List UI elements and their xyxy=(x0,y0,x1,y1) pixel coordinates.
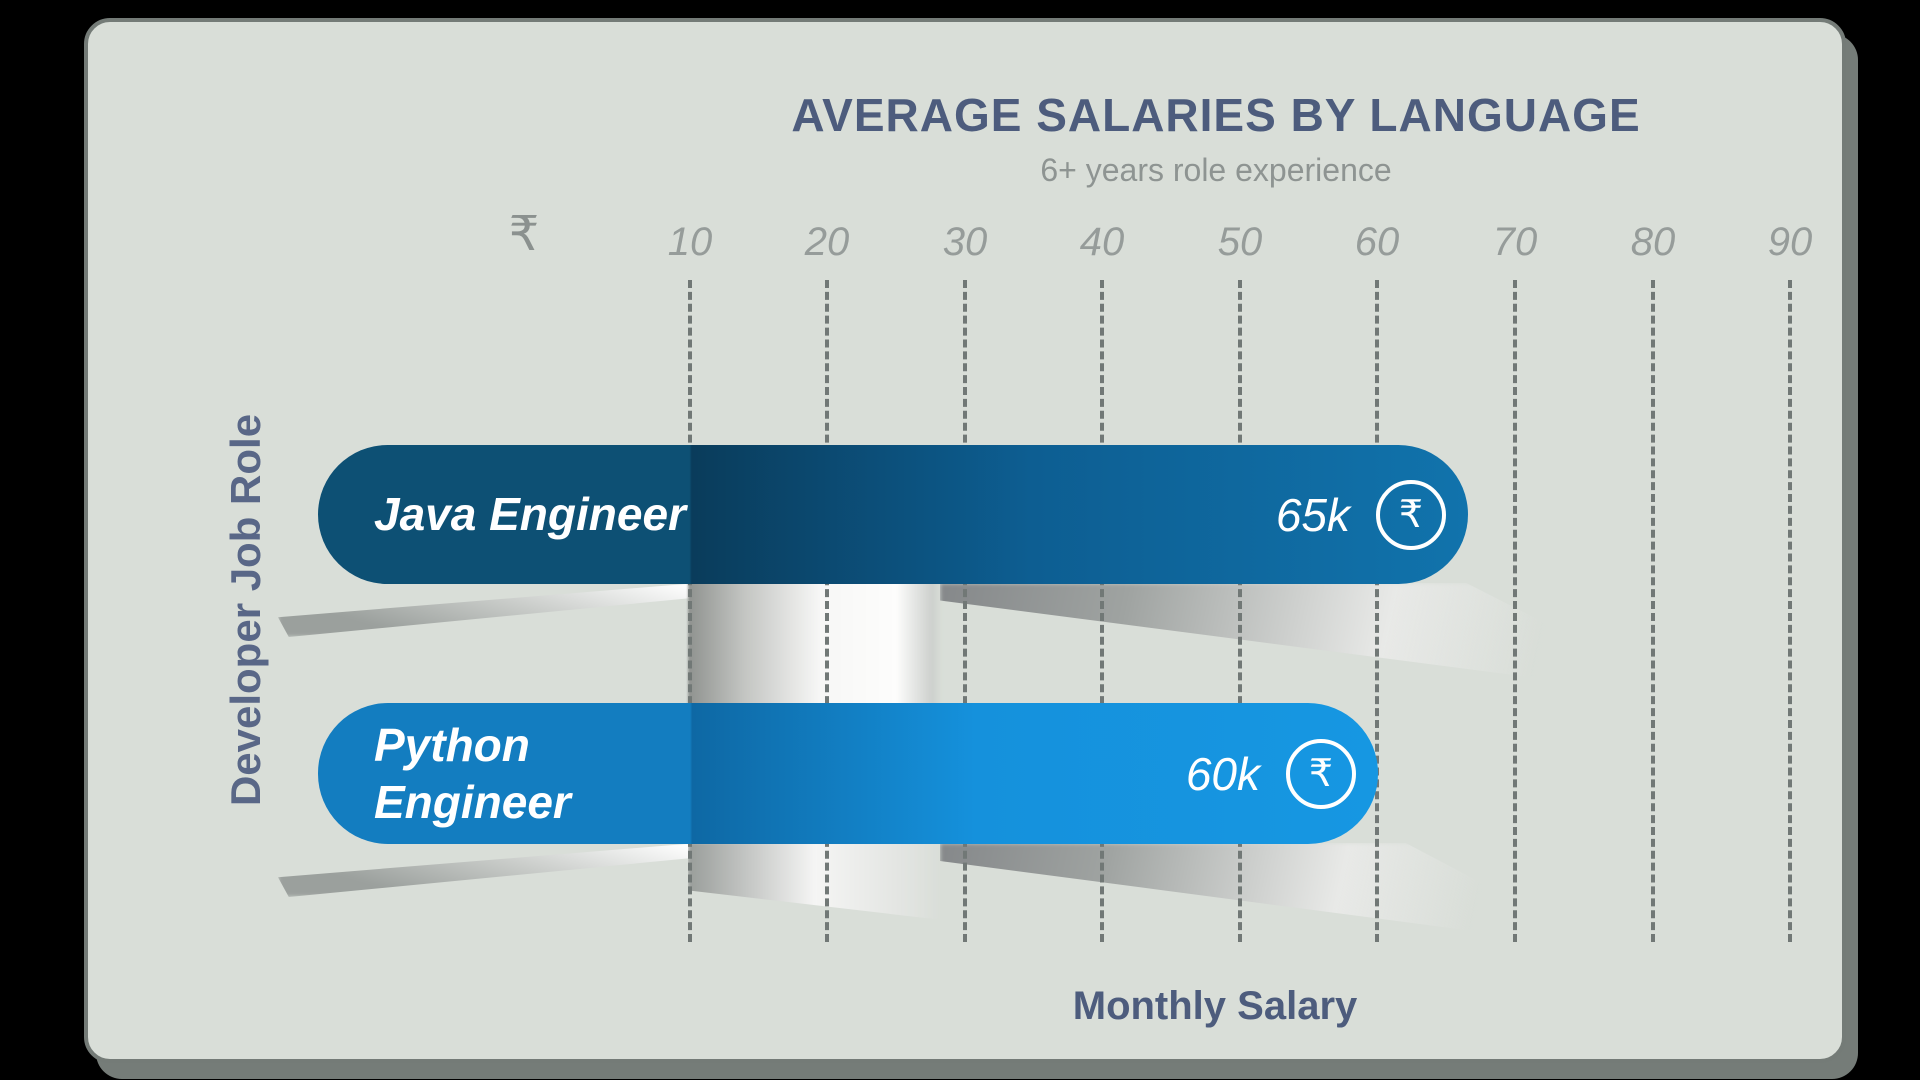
chart-subtitle: 6+ years role experience xyxy=(1040,152,1392,188)
java-bar-mid-ribbon-shadow xyxy=(688,581,942,706)
gridline-10 xyxy=(688,280,692,942)
gridline-90 xyxy=(1788,280,1792,942)
bar-label-java: Java Engineer xyxy=(318,486,686,542)
rupee-glyph: ₹ xyxy=(1398,494,1424,536)
gridline-70 xyxy=(1513,280,1517,942)
python-bar-left-fold-shadow xyxy=(278,842,710,897)
y-axis-label: Developer Job Role xyxy=(222,413,269,807)
x-tick-80: 80 xyxy=(1630,220,1676,264)
x-tick-20: 20 xyxy=(804,220,850,264)
rupee-circle-icon: ₹ xyxy=(1376,479,1446,550)
java-bar-left-fold-shadow xyxy=(278,582,710,637)
java-bar-right-fold-shadow xyxy=(940,583,1552,680)
bar-value-text-java: 65k xyxy=(1275,488,1350,541)
rupee-circle-icon: ₹ xyxy=(1286,738,1356,809)
gridline-30 xyxy=(963,280,967,942)
x-tick-50: 50 xyxy=(1217,220,1263,264)
x-tick-90: 90 xyxy=(1767,220,1813,264)
bar-label-python-line2: Engineer xyxy=(374,775,571,828)
bar-label-java-line1: Java Engineer xyxy=(374,488,686,541)
gridline-40 xyxy=(1100,280,1104,942)
gridline-50 xyxy=(1238,280,1242,942)
x-tick-40: 40 xyxy=(1079,220,1125,264)
bar-java-engineer: Java Engineer 65k ₹ xyxy=(318,445,1468,584)
bar-value-python: 60k ₹ xyxy=(1185,738,1378,809)
bar-value-text-python: 60k xyxy=(1185,747,1260,800)
gridline-80 xyxy=(1651,280,1655,942)
bar-python-engineer: Python Engineer 60k ₹ xyxy=(318,703,1378,844)
gridline-60 xyxy=(1375,280,1379,942)
bar-value-java: 65k ₹ xyxy=(1275,479,1468,550)
rupee-glyph: ₹ xyxy=(1308,753,1334,795)
python-bar-mid-ribbon-shadow xyxy=(688,842,942,920)
rupee-axis-symbol: ₹ xyxy=(508,208,540,261)
bar-label-python-line1: Python xyxy=(374,719,530,772)
x-axis-label: Monthly Salary xyxy=(1072,984,1358,1028)
gridline-20 xyxy=(825,280,829,942)
x-tick-10: 10 xyxy=(667,220,713,264)
chart-title: AVERAGE SALARIES BY LANGUAGE xyxy=(791,89,1641,141)
chart-card: AVERAGE SALARIES BY LANGUAGE 6+ years ro… xyxy=(84,18,1846,1063)
x-tick-30: 30 xyxy=(942,220,988,264)
bar-label-python: Python Engineer xyxy=(318,717,571,829)
x-tick-70: 70 xyxy=(1492,220,1538,264)
x-tick-60: 60 xyxy=(1354,220,1400,264)
python-bar-right-fold-shadow xyxy=(940,843,1488,933)
